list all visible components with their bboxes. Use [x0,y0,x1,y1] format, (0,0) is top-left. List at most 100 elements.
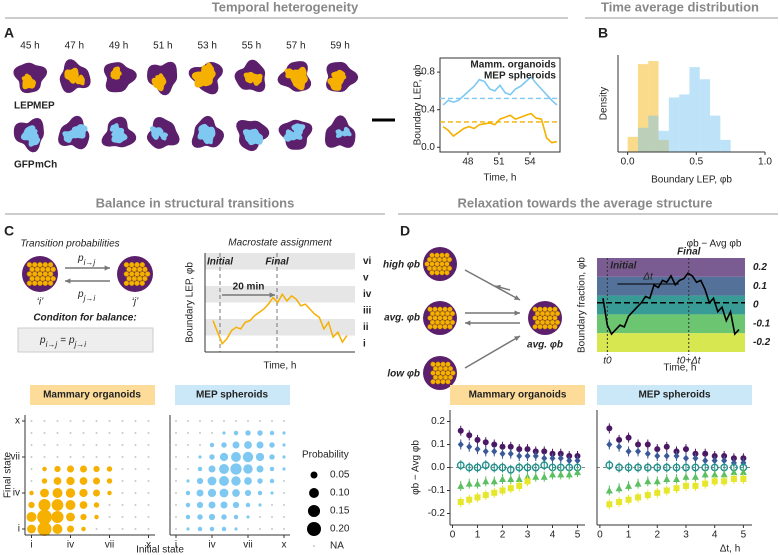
legend-label: 0.15 [330,506,350,517]
point [507,443,514,450]
point [692,454,699,462]
cell [440,370,446,376]
point [625,447,632,455]
cell [427,306,433,312]
cell [37,271,43,277]
probability-dot [258,503,262,507]
point [635,447,642,455]
x-tick-label: 4 [712,530,718,541]
organoid-patch [71,124,88,139]
probability-dot [69,456,72,458]
point [506,465,515,474]
probability-dot [283,516,285,518]
band-label: 0 [753,300,759,311]
cell [446,257,453,263]
point [516,446,523,453]
probability-dot [108,420,111,422]
state-band [205,269,355,286]
point [730,468,738,476]
point [481,461,490,470]
probability-dot [147,528,150,530]
probability-dot [282,467,286,471]
probability-dot [56,432,59,434]
cell [432,374,439,380]
point [682,454,689,462]
cell [435,379,441,385]
axis-title: Boundary LEP, φb [413,64,424,145]
probability-dot [245,502,251,508]
cell [47,262,54,268]
cell [47,271,54,277]
x-tick-label: 2 [654,530,660,541]
state-label: ‘j’ [132,297,139,308]
organoid-patch [22,74,36,90]
point [720,470,728,478]
y-tick-label: 0.0 [431,462,445,473]
y-tick-label: iv [13,488,20,499]
point [711,470,719,478]
probability-dot [257,430,263,436]
point [605,487,613,494]
state-label: vi [363,256,372,267]
cell [437,374,444,380]
point [524,452,531,460]
axis-title: φb − Avg φb [411,440,422,495]
formula: pi→j = pj→i [39,335,86,349]
cell [134,262,140,268]
point [574,457,581,465]
cell [434,311,441,317]
section-header: Temporal heterogeneity [212,0,359,14]
histogram-bar [668,97,680,152]
point [515,475,523,482]
formula-part: p [39,335,46,346]
point [482,439,489,446]
time-label: 45 h [20,41,39,52]
state-band [205,253,355,270]
section-header: Balance in structural transitions [96,195,295,210]
cell [442,306,448,312]
probability-dot [244,441,252,449]
probability-dot [221,442,227,448]
histogram-bar [658,130,669,152]
probability-dot [283,420,285,422]
organoid-patch [75,74,85,86]
cell [134,280,140,286]
cell [123,271,130,277]
cell [39,266,46,273]
histogram-bar [658,139,669,152]
cell [31,271,38,277]
point [498,463,507,472]
cell [128,271,135,277]
cell [136,266,143,273]
cell [549,319,556,325]
probability-dot [175,492,177,494]
point [654,446,661,453]
cell [444,311,451,317]
probability-dot [221,526,227,532]
probability-dot [67,465,74,473]
y-tick-label: vii [11,452,20,463]
cell [31,262,38,268]
cell [444,319,451,325]
point [482,492,489,499]
probability-dot [65,488,76,498]
point [625,434,632,441]
cell [436,257,443,263]
probability-dot [196,501,204,509]
y-tick-label: -0.2 [428,508,446,519]
cell [437,315,443,321]
point [644,477,652,485]
probability-dot [134,456,137,458]
point [507,450,514,458]
point [721,478,728,485]
point [644,492,651,499]
point [465,480,473,487]
cell [31,280,38,286]
cell [440,379,446,385]
probability-dot [235,420,237,422]
arrow [464,269,521,301]
probability-dot [233,430,239,436]
point [466,496,473,503]
cell [427,324,433,330]
probability-dot [66,512,75,522]
